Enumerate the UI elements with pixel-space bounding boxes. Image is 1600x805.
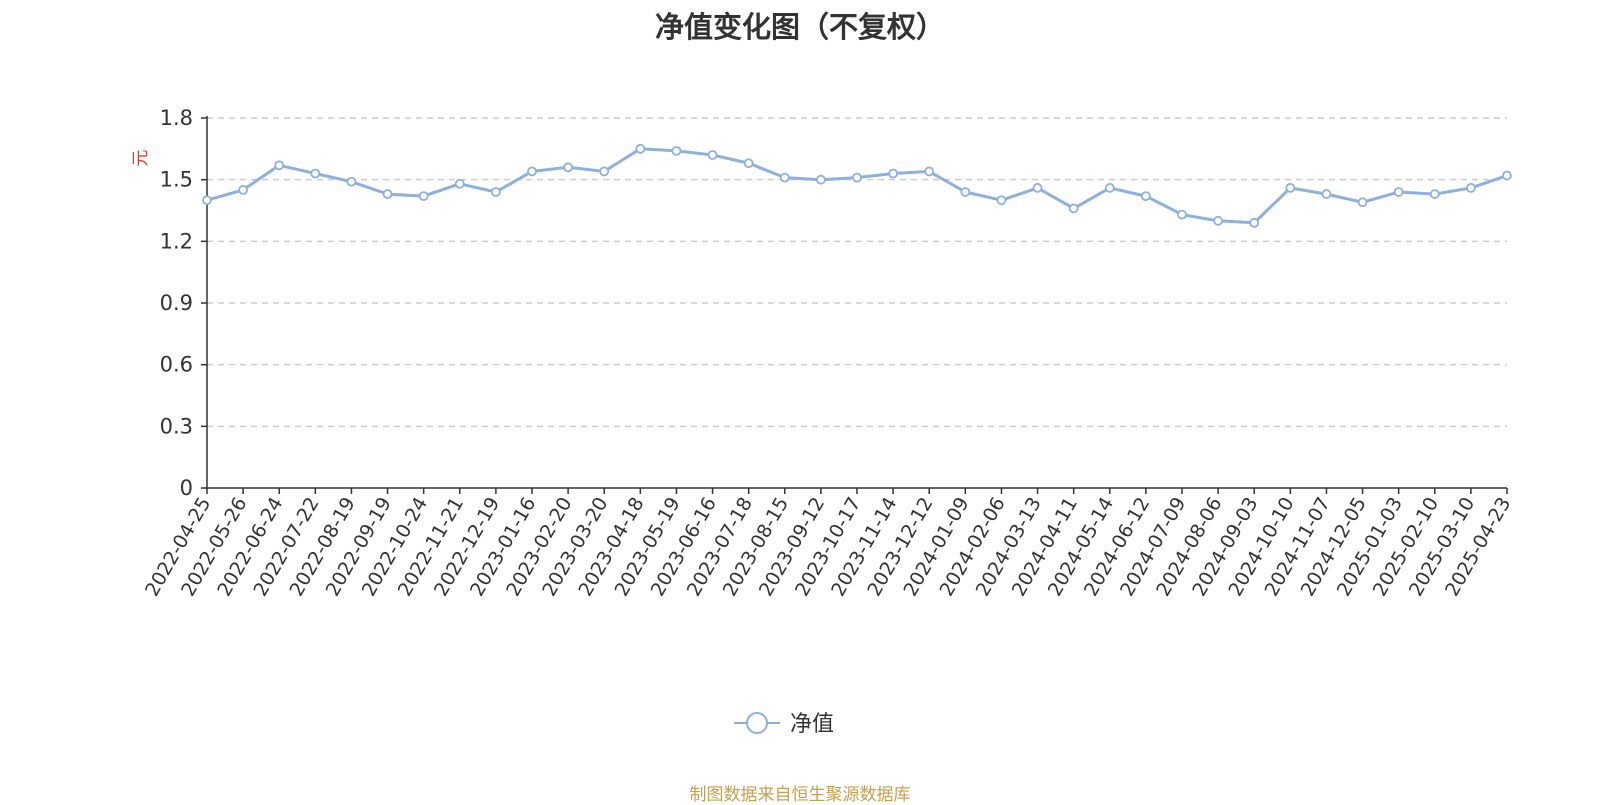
legend[interactable]: 净值 (734, 712, 834, 737)
data-point[interactable] (527, 166, 537, 177)
data-point[interactable] (1177, 209, 1187, 220)
data-point[interactable] (490, 187, 501, 197)
data-point[interactable] (1285, 182, 1296, 193)
y-tick-label: 1.2 (160, 229, 193, 253)
data-point[interactable] (1357, 197, 1368, 208)
data-point[interactable] (454, 178, 465, 189)
grid-lines (207, 117, 1507, 428)
data-point[interactable] (779, 172, 790, 183)
data-point[interactable] (1429, 189, 1440, 199)
data-point[interactable] (238, 185, 249, 195)
source-note: 制图数据来自恒生聚源数据库 (689, 785, 911, 805)
data-point[interactable] (1502, 170, 1512, 181)
y-tick-label: 1.5 (160, 168, 193, 192)
legend-marker-icon (746, 712, 768, 734)
chart-title: 净值变化图（不复权） (654, 10, 945, 44)
data-point[interactable] (888, 168, 899, 179)
y-tick-label: 0.6 (160, 353, 193, 377)
data-point[interactable] (1140, 191, 1151, 202)
data-point[interactable] (996, 195, 1007, 206)
series-line (205, 147, 1509, 225)
data-point[interactable] (382, 189, 393, 199)
y-tick-label: 0 (180, 476, 193, 500)
data-point[interactable] (599, 166, 610, 177)
data-point[interactable] (310, 168, 321, 179)
series-layer (202, 143, 1512, 228)
data-point[interactable] (924, 166, 935, 177)
data-point[interactable] (743, 158, 754, 169)
data-point[interactable] (960, 187, 971, 197)
data-point[interactable] (563, 162, 574, 173)
y-axis-label: 元 (131, 150, 151, 167)
y-tick-label: 1.8 (160, 106, 193, 130)
data-point[interactable] (635, 143, 646, 154)
data-point[interactable] (707, 150, 718, 160)
data-point[interactable] (671, 145, 682, 156)
data-point[interactable] (202, 195, 212, 206)
data-point[interactable] (1249, 217, 1260, 228)
data-point[interactable] (852, 172, 862, 183)
data-point[interactable] (1032, 182, 1043, 193)
data-point[interactable] (1213, 215, 1224, 226)
data-point[interactable] (274, 160, 285, 171)
y-tick-label: 0.9 (160, 291, 193, 315)
data-point[interactable] (1104, 182, 1115, 193)
data-point[interactable] (1465, 182, 1476, 193)
data-point[interactable] (1393, 187, 1404, 197)
data-point[interactable] (346, 176, 357, 187)
data-point[interactable] (815, 174, 826, 185)
data-point[interactable] (418, 191, 429, 202)
data-point[interactable] (1321, 189, 1332, 199)
data-point[interactable] (1068, 203, 1079, 214)
legend-label: 净值 (790, 712, 834, 737)
y-tick-label: 0.3 (160, 414, 193, 438)
